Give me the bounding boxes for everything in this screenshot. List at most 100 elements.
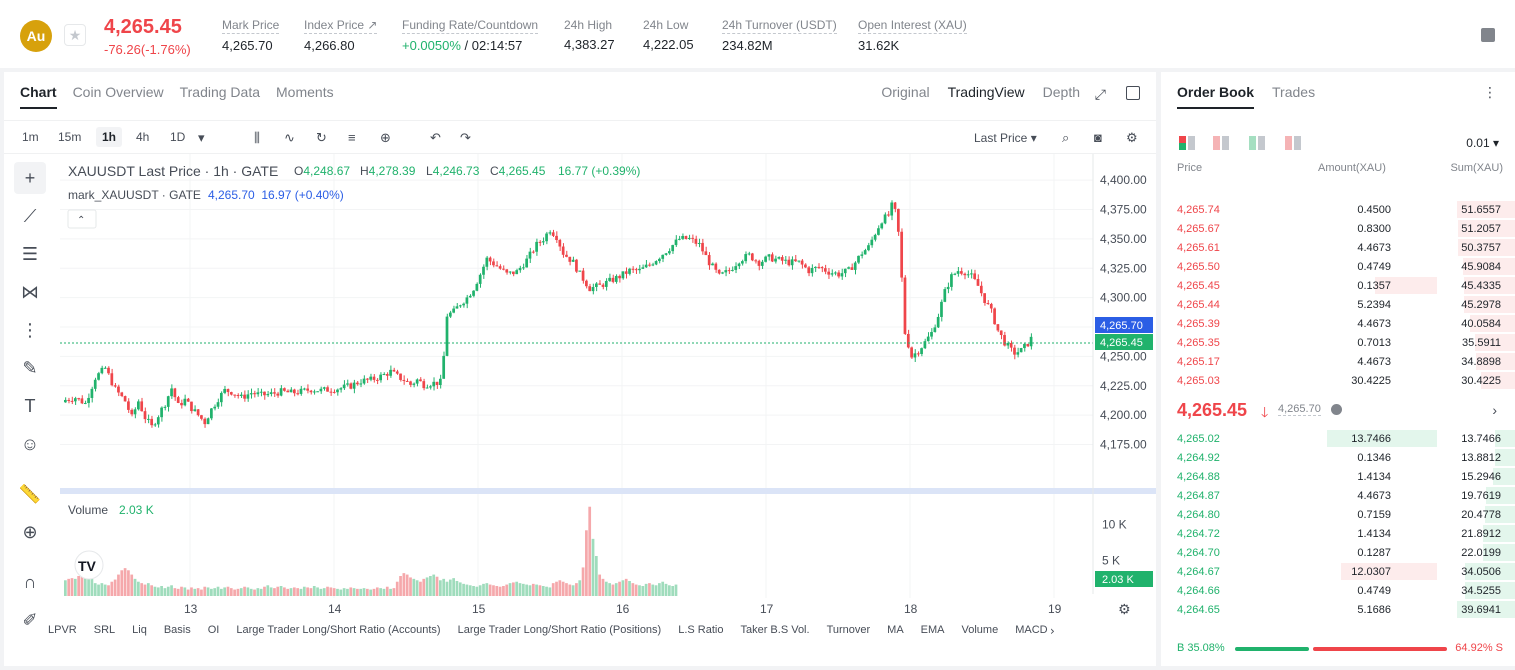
ask-row[interactable]: 4,265.35 0.7013 35.5911 xyxy=(1161,333,1515,352)
bid-row[interactable]: 4,264.88 1.4134 15.2946 xyxy=(1161,467,1515,486)
indicator-oi[interactable]: OI xyxy=(207,624,220,636)
bid-row[interactable]: 4,264.66 0.4749 34.5255 xyxy=(1161,581,1515,600)
stat-mark-price[interactable]: Mark Price 4,265.70 xyxy=(222,18,280,53)
tab-order-book[interactable]: Order Book xyxy=(1177,84,1255,109)
indicator-macd[interactable]: MACD xyxy=(1015,624,1048,636)
lock-draw-tool-icon[interactable]: ✐ xyxy=(22,609,38,630)
ask-row[interactable]: 4,265.17 4.4673 34.8898 xyxy=(1161,352,1515,371)
bid-row[interactable]: 4,264.67 12.0307 34.0506 xyxy=(1161,562,1515,581)
candle xyxy=(830,269,834,277)
candle xyxy=(953,272,957,276)
fib-tool-icon[interactable]: ⋮ xyxy=(21,319,39,340)
layout-bids-icon[interactable] xyxy=(1249,136,1265,150)
timeframe-15m[interactable]: 15m xyxy=(58,130,82,144)
layout-single-icon[interactable] xyxy=(1285,136,1301,150)
search-icon[interactable]: ⌕ xyxy=(1062,130,1070,145)
bid-row[interactable]: 4,264.80 0.7159 20.4778 xyxy=(1161,505,1515,524)
indicator-lpvr[interactable]: LPVR xyxy=(48,624,77,636)
window-icon[interactable] xyxy=(1126,86,1140,100)
ask-row[interactable]: 4,265.50 0.4749 45.9084 xyxy=(1161,257,1515,276)
tab-coin-overview[interactable]: Coin Overview xyxy=(72,84,164,100)
tab-trading-data[interactable]: Trading Data xyxy=(179,84,261,100)
guide-book-icon[interactable] xyxy=(1481,28,1495,42)
timeframe-4h[interactable]: 4h xyxy=(136,130,150,144)
timeframe-1m[interactable]: 1m xyxy=(22,130,39,144)
indicator-large-trader-accounts[interactable]: Large Trader Long/Short Ratio (Accounts) xyxy=(236,624,441,636)
gear-icon[interactable]: ⚙ xyxy=(1126,130,1138,145)
bid-row[interactable]: 4,265.02 13.7466 13.7466 xyxy=(1161,429,1515,448)
expand-icon[interactable]: ⤢ xyxy=(1094,86,1106,102)
row-sum: 21.8912 xyxy=(1461,528,1501,540)
ask-row[interactable]: 4,265.74 0.4500 51.6557 xyxy=(1161,200,1515,219)
indicator-ls-ratio[interactable]: L.S Ratio xyxy=(678,624,724,636)
ask-row[interactable]: 4,265.45 0.1357 45.4335 xyxy=(1161,276,1515,295)
timeframe-1d[interactable]: 1D xyxy=(170,130,186,144)
candle xyxy=(203,417,207,428)
tab-chart[interactable]: Chart xyxy=(20,84,57,109)
indicator-taker-bs-vol[interactable]: Taker B.S Vol. xyxy=(740,624,810,636)
indicator-ma[interactable]: MA xyxy=(887,624,904,636)
bid-row[interactable]: 4,264.70 0.1287 22.0199 xyxy=(1161,543,1515,562)
ask-row[interactable]: 4,265.03 30.4225 30.4225 xyxy=(1161,371,1515,390)
candle xyxy=(535,238,538,256)
text-tool-icon[interactable]: T xyxy=(24,395,36,416)
add-plus-icon[interactable]: ⊕ xyxy=(380,130,391,145)
zoom-tool-icon[interactable]: ⊕ xyxy=(22,521,38,542)
view-depth[interactable]: Depth xyxy=(1042,84,1080,100)
ask-row[interactable]: 4,265.67 0.8300 51.2057 xyxy=(1161,219,1515,238)
ruler-tool-icon[interactable]: 📏 xyxy=(18,483,42,504)
tab-trades[interactable]: Trades xyxy=(1272,84,1316,100)
price-type-select[interactable]: Last Price ▾ xyxy=(974,131,1037,145)
precision-select[interactable]: 0.01 ▾ xyxy=(1466,136,1499,150)
ask-row[interactable]: 4,265.39 4.4673 40.0584 xyxy=(1161,314,1515,333)
ask-row[interactable]: 4,265.44 5.2394 45.2978 xyxy=(1161,295,1515,314)
indicator-basis[interactable]: Basis xyxy=(163,624,191,636)
depth-bar xyxy=(1494,430,1515,447)
horizontal-lines-tool-icon[interactable]: ☰ xyxy=(21,243,39,264)
layout-asks-icon[interactable] xyxy=(1213,136,1229,150)
redo-icon[interactable]: ↷ xyxy=(460,130,471,145)
indicator-ema[interactable]: EMA xyxy=(920,624,945,636)
indicator-large-trader-positions[interactable]: Large Trader Long/Short Ratio (Positions… xyxy=(457,624,662,636)
candle xyxy=(210,408,213,421)
stat-24h-turnover[interactable]: 24h Turnover (USDT) 234.82M xyxy=(722,18,837,53)
ask-row[interactable]: 4,265.61 4.4673 50.3757 xyxy=(1161,238,1515,257)
undo-icon[interactable]: ↶ xyxy=(430,130,441,145)
favorite-star-icon[interactable]: ★ xyxy=(64,24,86,46)
brush-tool-icon[interactable]: ✎ xyxy=(22,357,38,378)
trend-line-tool-icon[interactable]: ⟋ xyxy=(23,205,37,226)
indicator-srl[interactable]: SRL xyxy=(93,624,116,636)
pattern-tool-icon[interactable]: ⋈ xyxy=(21,281,39,302)
depth-bar xyxy=(1483,525,1515,542)
stat-index-price[interactable]: Index Price ↗ 4,266.80 xyxy=(304,18,378,53)
indicator-volume[interactable]: Volume xyxy=(961,624,999,636)
stat-open-interest[interactable]: Open Interest (XAU) 31.62K xyxy=(858,18,967,53)
bid-row[interactable]: 4,264.65 5.1686 39.6941 xyxy=(1161,600,1515,619)
bid-row[interactable]: 4,264.92 0.1346 13.8812 xyxy=(1161,448,1515,467)
templates-icon[interactable]: ≡ xyxy=(348,130,356,145)
candle xyxy=(306,384,309,394)
emoji-tool-icon[interactable]: ☺ xyxy=(20,433,40,454)
indicator-liq[interactable]: Liq xyxy=(132,624,147,636)
timeframe-dropdown-icon[interactable]: ▾ xyxy=(198,130,205,145)
magnet-tool-icon[interactable]: ∩ xyxy=(23,571,37,592)
indicators-icon[interactable]: ∿ xyxy=(284,130,295,145)
camera-icon[interactable]: ◙ xyxy=(1094,130,1102,145)
tab-moments[interactable]: Moments xyxy=(276,84,334,100)
chevron-right-icon[interactable]: › xyxy=(1492,402,1497,418)
stat-funding-rate[interactable]: Funding Rate/Countdown +0.0050% / 02:14:… xyxy=(402,18,539,53)
layout-both-icon[interactable] xyxy=(1179,136,1195,150)
bid-row[interactable]: 4,264.87 4.4673 19.7619 xyxy=(1161,486,1515,505)
view-tradingview[interactable]: TradingView xyxy=(947,84,1025,100)
volume-bar xyxy=(246,587,250,596)
price-chart[interactable]: 4,400.00 4,375.00 4,350.00 4,325.00 4,300.00… xyxy=(4,72,1156,666)
view-original[interactable]: Original xyxy=(881,84,930,100)
candle-type-icon[interactable]: ⫼ xyxy=(254,130,260,145)
indicator-turnover[interactable]: Turnover xyxy=(826,624,871,636)
more-options-icon[interactable]: ⋮ xyxy=(1483,84,1497,100)
volume-bar xyxy=(628,581,631,596)
timeframe-1h[interactable]: 1h xyxy=(96,127,123,147)
crosshair-tool-icon[interactable]: + xyxy=(14,162,46,194)
bid-row[interactable]: 4,264.72 1.4134 21.8912 xyxy=(1161,524,1515,543)
replay-icon[interactable]: ↻ xyxy=(316,130,327,145)
